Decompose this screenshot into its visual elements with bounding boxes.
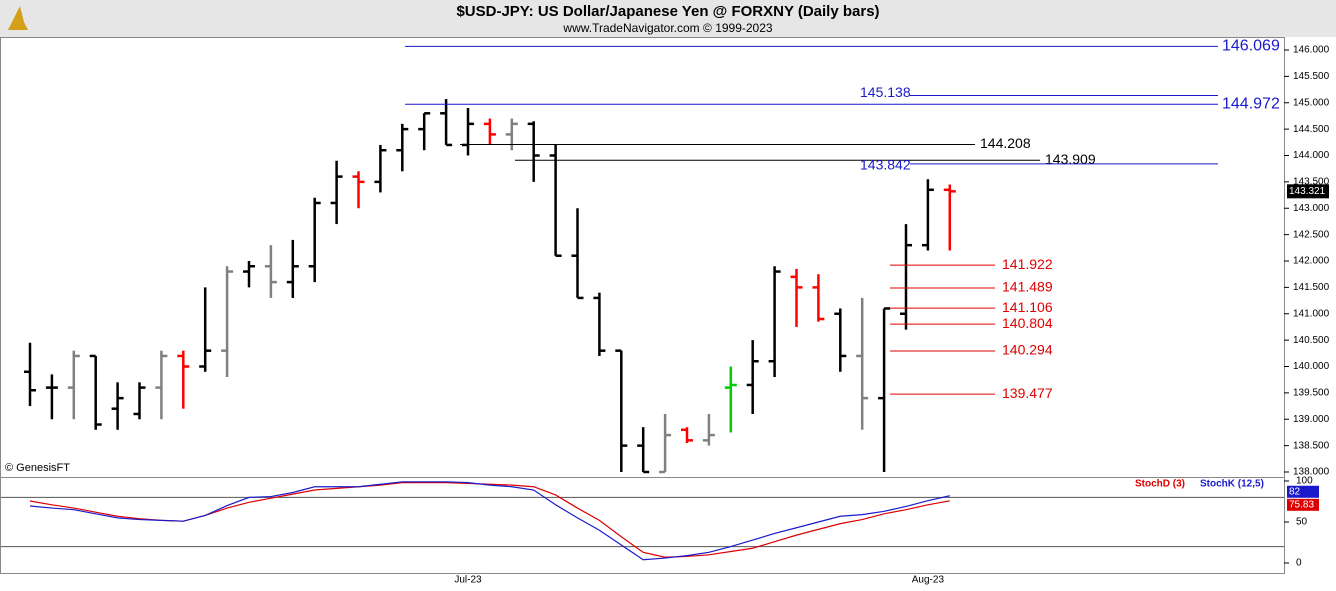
legend-entry: StochK (12,5): [1200, 479, 1264, 490]
last-price-box: [1287, 184, 1329, 199]
level-label: 143.842: [860, 157, 911, 173]
x-tick-label: Aug-23: [912, 575, 945, 586]
y-tick-label: 100: [1296, 476, 1313, 487]
level-label: 141.106: [1002, 299, 1053, 315]
y-tick-label: 142.500: [1293, 229, 1330, 240]
level-label: 146.069: [1222, 38, 1280, 55]
level-label: 144.972: [1222, 95, 1280, 112]
level-label: 143.909: [1045, 151, 1096, 167]
y-tick-label: 141.000: [1293, 308, 1330, 319]
last-value: 75.83: [1289, 499, 1314, 510]
logo: [8, 6, 28, 30]
last-price: 143.321: [1289, 186, 1326, 197]
y-tick-label: 145.000: [1293, 97, 1330, 108]
stoch-line: [29, 481, 950, 561]
y-tick-label: 143.000: [1293, 203, 1330, 214]
level-label: 141.489: [1002, 279, 1053, 295]
chart-subtitle: www.TradeNavigator.com © 1999-2023: [562, 21, 772, 35]
x-tick-label: Jul-23: [454, 575, 482, 586]
level-label: 140.804: [1002, 315, 1053, 331]
y-tick-label: 140.500: [1293, 335, 1330, 346]
y-tick-label: 138.000: [1293, 467, 1330, 478]
y-tick-label: 145.500: [1293, 71, 1330, 82]
stoch-panel: [0, 477, 1285, 574]
y-tick-label: 140.000: [1293, 361, 1330, 372]
y-tick-label: 146.000: [1293, 45, 1330, 56]
y-tick-label: 141.500: [1293, 282, 1330, 293]
level-label: 140.294: [1002, 342, 1053, 358]
legend-entry: StochD (3): [1135, 479, 1185, 490]
y-tick-label: 0: [1296, 558, 1302, 569]
last-value: 82: [1289, 486, 1301, 497]
annotation: © GenesisFT: [5, 462, 70, 474]
last-value-box: [1287, 485, 1319, 498]
level-label: 145.138: [860, 84, 911, 100]
y-tick-label: 144.500: [1293, 124, 1330, 135]
y-tick-label: 144.000: [1293, 150, 1330, 161]
chart-title: $USD-JPY: US Dollar/Japanese Yen @ FORXN…: [456, 3, 879, 20]
last-value-box: [1287, 498, 1319, 511]
level-label: 144.208: [980, 135, 1031, 151]
y-tick-label: 143.500: [1293, 177, 1330, 188]
y-tick-label: 142.000: [1293, 256, 1330, 267]
y-tick-label: 139.000: [1293, 414, 1330, 425]
y-tick-label: 138.500: [1293, 440, 1330, 451]
y-tick-label: 50: [1296, 517, 1308, 528]
y-tick-label: 139.500: [1293, 388, 1330, 399]
header: [0, 0, 1336, 37]
level-label: 141.922: [1002, 256, 1053, 272]
level-label: 139.477: [1002, 385, 1053, 401]
